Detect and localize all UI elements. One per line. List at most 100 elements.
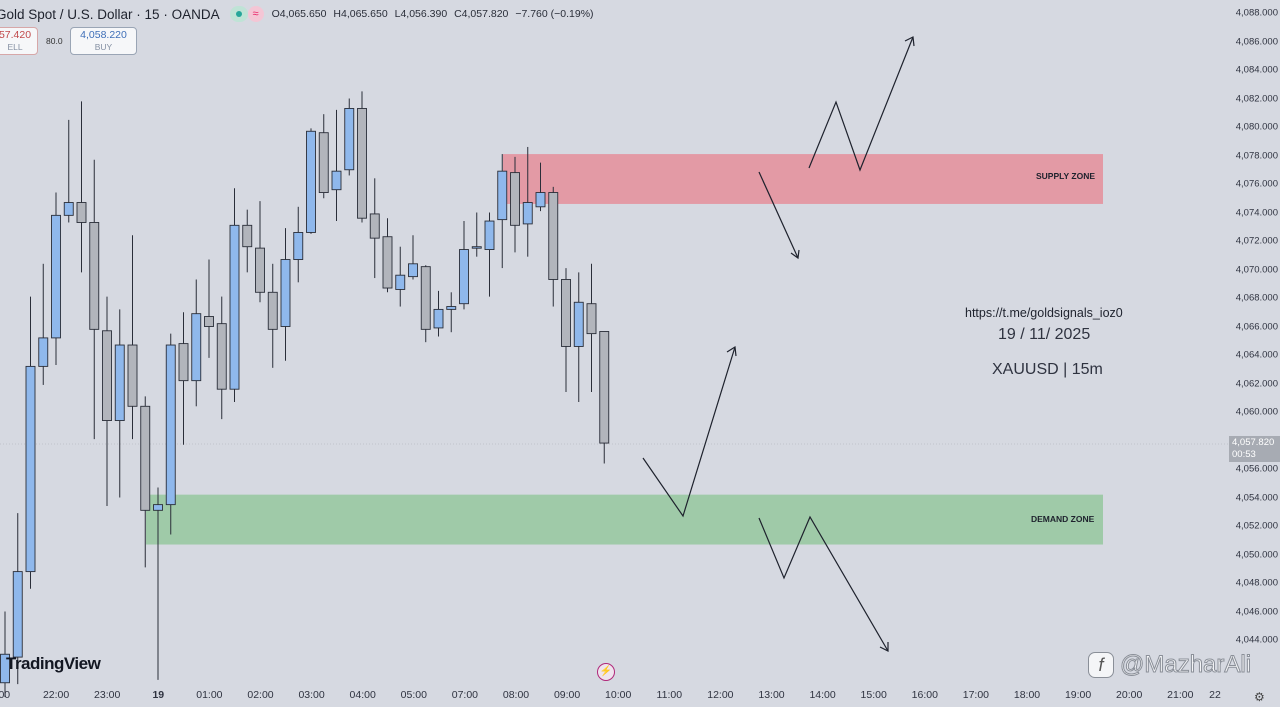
sell-button[interactable]: 57.420 ELL [0,27,38,55]
candle[interactable] [63,119,74,223]
candle[interactable] [357,91,367,223]
price-tick: 4,068.000 [1235,292,1278,304]
candle[interactable] [344,98,355,176]
price-tick: 4,054.000 [1235,492,1278,503]
candle[interactable] [522,146,533,257]
candle-body [344,108,355,171]
candle[interactable] [267,263,278,368]
candle[interactable] [446,292,457,333]
spread-value: 80.0 [46,36,63,46]
time-tick: 21:00 [1167,689,1194,701]
candle[interactable] [573,272,584,403]
time-tick: 22:00 [42,689,70,701]
candle[interactable] [140,396,151,568]
sell-label: ELL [7,42,23,52]
candle[interactable] [497,154,508,269]
candle[interactable] [535,162,546,212]
time-tick: 13:00 [758,689,785,701]
price-tick: 4,078.000 [1235,150,1278,161]
candle[interactable] [76,101,87,273]
current-price-label: 4,057.820 00:53 [1229,436,1280,462]
candle-body [535,192,546,208]
candle[interactable] [306,128,316,234]
time-tick: 22 [1209,689,1221,701]
candle-body [140,405,151,511]
candle[interactable] [165,333,176,535]
candle[interactable] [0,611,10,698]
candle[interactable] [12,513,23,685]
candle[interactable] [599,331,610,464]
candle-body [76,202,87,223]
candle-body [573,301,584,347]
candle-body [204,316,214,327]
candle[interactable] [216,296,227,420]
time-tick: 19 [152,689,165,701]
demand-zone[interactable] [146,494,1103,545]
arrow-path-up-1 [642,346,736,518]
candle[interactable] [89,159,100,440]
candle[interactable] [331,109,342,222]
candles [0,91,610,698]
price-tick: 4,084.000 [1235,64,1278,76]
time-tick: 11:00 [656,689,683,701]
candle[interactable] [395,246,406,307]
lightning-icon[interactable]: ⚡ [597,663,615,681]
candle[interactable] [471,212,482,257]
candle[interactable] [510,156,520,253]
candle[interactable] [255,201,265,303]
candle[interactable] [280,228,291,361]
time-tick: 15:00 [860,689,887,701]
candle-body [12,571,23,658]
price-tick: 4,072.000 [1235,235,1278,247]
candle[interactable] [242,209,253,273]
candle[interactable] [382,218,393,293]
price-tick: 4,050.000 [1235,549,1278,560]
facebook-icon: f [1088,652,1114,678]
candle-body [178,343,189,382]
candle[interactable] [420,265,431,343]
candle[interactable] [548,186,559,307]
candle[interactable] [433,290,444,337]
arrow-path-down-2 [758,515,889,652]
buy-button[interactable]: 4,058.220 BUY [70,27,137,55]
candle[interactable] [293,206,304,283]
candle-body [586,303,597,335]
candle[interactable] [318,114,329,199]
price-tick: 4,074.000 [1235,207,1278,218]
low-value: L4,056.390 [394,8,448,20]
candle-body [0,653,10,684]
candle[interactable] [369,178,380,279]
candle[interactable] [204,259,214,358]
candle[interactable] [51,192,61,365]
demand-zone-label: DEMAND ZONE [1031,514,1095,524]
candle[interactable] [191,279,202,407]
candle[interactable] [561,268,571,393]
candle-body [153,504,163,511]
candle[interactable] [586,263,597,393]
candle[interactable] [408,235,418,280]
candle[interactable] [459,221,469,310]
symbol-title[interactable]: Gold Spot / U.S. Dollar · 15 · OANDA [0,6,220,22]
sell-price: 57.420 [0,29,32,41]
tradingview-logo: TradingView [6,654,101,673]
candle[interactable] [38,263,49,385]
candle[interactable] [229,188,240,403]
candle[interactable] [114,309,125,498]
candle[interactable] [153,487,163,680]
candle[interactable] [127,235,138,440]
buy-label: BUY [94,42,113,52]
candle-body [484,220,495,251]
candle-body [382,236,393,289]
candle[interactable] [484,212,495,297]
candle-body [497,170,508,221]
arrowhead-down-2 [879,642,889,652]
supply-zone[interactable] [503,154,1103,204]
candle-body [306,130,316,233]
candle[interactable] [25,296,36,589]
candle[interactable] [178,312,189,445]
candle[interactable] [102,296,112,507]
candle-body [255,247,265,293]
settings-gear-icon[interactable]: ⚙ [1254,690,1265,704]
candle-body [51,214,61,339]
